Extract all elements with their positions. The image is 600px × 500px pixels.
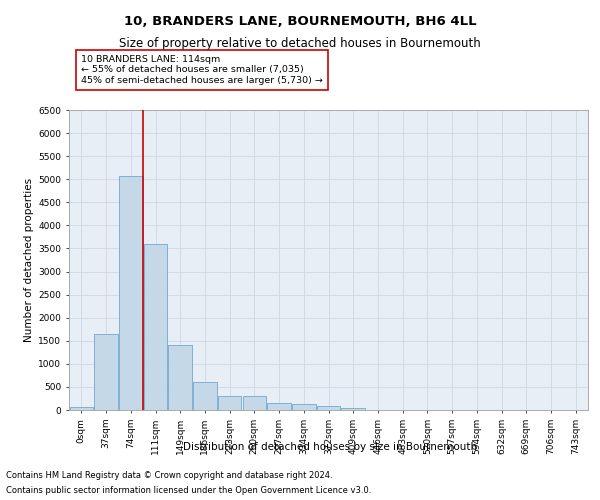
Bar <box>144 244 167 410</box>
Bar <box>70 406 93 410</box>
Bar <box>317 406 340 410</box>
Text: Distribution of detached houses by size in Bournemouth: Distribution of detached houses by size … <box>183 442 477 452</box>
Text: 10 BRANDERS LANE: 114sqm
← 55% of detached houses are smaller (7,035)
45% of sem: 10 BRANDERS LANE: 114sqm ← 55% of detach… <box>81 55 323 85</box>
Bar <box>292 404 316 410</box>
Text: 10, BRANDERS LANE, BOURNEMOUTH, BH6 4LL: 10, BRANDERS LANE, BOURNEMOUTH, BH6 4LL <box>124 15 476 28</box>
Bar <box>341 408 365 410</box>
Bar <box>119 176 143 410</box>
Text: Contains HM Land Registry data © Crown copyright and database right 2024.: Contains HM Land Registry data © Crown c… <box>6 471 332 480</box>
Bar <box>268 403 291 410</box>
Text: Size of property relative to detached houses in Bournemouth: Size of property relative to detached ho… <box>119 38 481 51</box>
Y-axis label: Number of detached properties: Number of detached properties <box>24 178 34 342</box>
Bar <box>193 382 217 410</box>
Text: Contains public sector information licensed under the Open Government Licence v3: Contains public sector information licen… <box>6 486 371 495</box>
Bar <box>218 396 241 410</box>
Bar <box>94 334 118 410</box>
Bar <box>242 396 266 410</box>
Bar <box>169 346 192 410</box>
